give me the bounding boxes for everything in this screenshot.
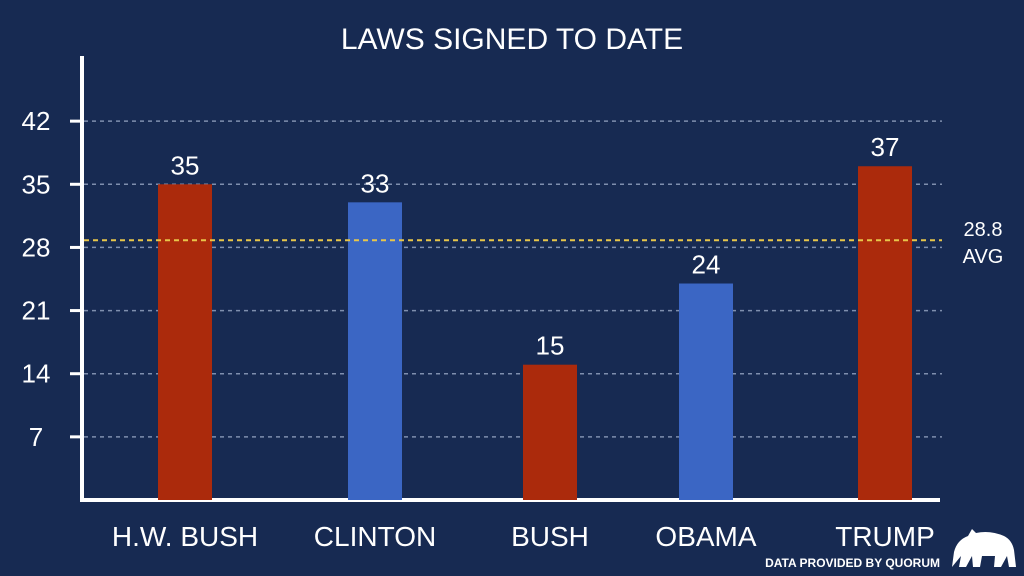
y-axis-ticks: 7 14 21 28 35 42: [22, 106, 82, 452]
bar-value-label: 37: [871, 132, 900, 162]
bar: [679, 283, 733, 500]
gridlines: [84, 120, 942, 438]
bar-value-label: 24: [692, 250, 721, 280]
bear-logo-icon: [952, 529, 1016, 567]
chart-title: LAWS SIGNED TO DATE: [341, 23, 683, 56]
bar-value-label: 35: [171, 150, 200, 180]
x-category-label: H.W. BUSH: [112, 521, 258, 552]
source-credit: DATA PROVIDED BY QUORUM: [765, 556, 940, 570]
bar: [858, 166, 912, 500]
average-text-label: AVG: [963, 246, 1004, 268]
y-tick-label: 35: [22, 169, 51, 199]
bars: 35 33 15 24 37: [158, 132, 912, 501]
x-category-label: TRUMP: [835, 521, 935, 552]
y-tick-label: 14: [22, 359, 51, 389]
y-tick-label: 42: [22, 106, 51, 136]
y-tick-label: 21: [22, 296, 51, 326]
bar-value-label: 33: [361, 168, 390, 198]
y-tick-label: 7: [29, 422, 43, 452]
average-line-group: 28.8 AVG: [84, 219, 1003, 268]
bar: [158, 184, 212, 501]
bar-value-label: 15: [536, 331, 565, 361]
y-tick-label: 28: [22, 232, 51, 262]
x-category-label: OBAMA: [655, 521, 756, 552]
x-category-label: CLINTON: [314, 521, 436, 552]
bar: [348, 202, 402, 500]
x-category-label: BUSH: [511, 521, 589, 552]
average-value-label: 28.8: [964, 219, 1003, 241]
x-axis-labels: H.W. BUSH CLINTON BUSH OBAMA TRUMP: [112, 521, 935, 552]
bar: [523, 364, 577, 500]
